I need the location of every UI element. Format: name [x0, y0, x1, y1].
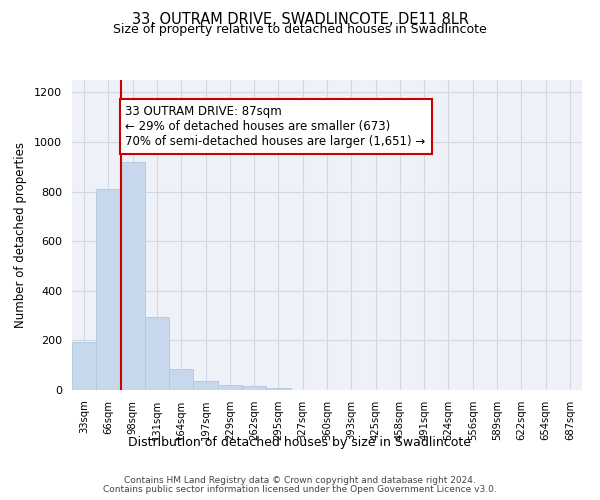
Bar — [72, 342, 96, 390]
Text: 33 OUTRAM DRIVE: 87sqm
← 29% of detached houses are smaller (673)
70% of semi-de: 33 OUTRAM DRIVE: 87sqm ← 29% of detached… — [125, 105, 425, 148]
Text: Contains public sector information licensed under the Open Government Licence v3: Contains public sector information licen… — [103, 484, 497, 494]
Text: 33, OUTRAM DRIVE, SWADLINCOTE, DE11 8LR: 33, OUTRAM DRIVE, SWADLINCOTE, DE11 8LR — [131, 12, 469, 28]
Text: Contains HM Land Registry data © Crown copyright and database right 2024.: Contains HM Land Registry data © Crown c… — [124, 476, 476, 485]
Bar — [266, 388, 290, 390]
Bar — [96, 189, 121, 390]
Bar — [242, 386, 266, 390]
Text: Size of property relative to detached houses in Swadlincote: Size of property relative to detached ho… — [113, 22, 487, 36]
Bar — [218, 385, 242, 390]
Bar — [121, 162, 145, 390]
Text: Distribution of detached houses by size in Swadlincote: Distribution of detached houses by size … — [128, 436, 472, 449]
Bar — [169, 369, 193, 390]
Y-axis label: Number of detached properties: Number of detached properties — [14, 142, 27, 328]
Bar — [193, 382, 218, 390]
Bar — [145, 317, 169, 390]
